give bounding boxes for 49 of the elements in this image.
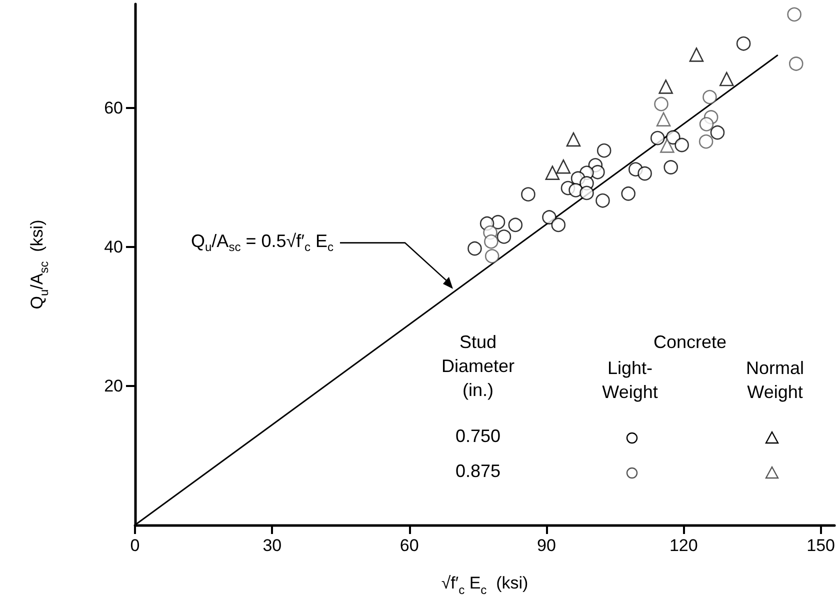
point [556,159,571,174]
point [496,230,512,244]
x-tick-label: 60 [400,536,419,555]
point [674,138,689,152]
annotation: Light- Weight [602,357,658,404]
y-tick-label: 60 [104,98,123,118]
annotation: Concrete [653,331,727,354]
point [638,166,652,181]
point [736,36,751,51]
annotation: 0.875 [455,460,501,483]
annotation: Normal Weight [746,357,804,404]
point [702,90,717,104]
point [710,125,725,140]
y-axis-title: Qu/Asc (ksi) [28,220,51,310]
point [660,138,674,153]
point [699,117,714,132]
point [580,186,594,200]
annotation: 0.750 [455,425,501,448]
point [596,193,610,208]
point [545,166,560,180]
x-tick-label: 0 [130,536,140,555]
y-tick-label: 40 [104,238,123,257]
point [719,72,734,86]
point [484,234,498,249]
point [787,7,802,22]
point [788,56,804,71]
x-tick-label: 150 [806,536,836,555]
point [664,160,678,174]
annotation: Stud Diameter (in.) [441,331,515,402]
point [654,96,668,112]
point [484,249,500,264]
x-tick-label: 30 [262,536,282,555]
point [656,112,671,126]
point [658,80,673,94]
point [689,48,704,62]
point [566,132,581,147]
point [596,143,612,158]
x-tick-label: 90 [537,536,556,555]
x-tick-label: 120 [669,536,698,555]
y-tick-label: 20 [104,376,123,396]
point [698,134,714,149]
point [621,186,636,201]
point [508,218,523,232]
point [650,130,665,146]
annotation: Q$_{u}$/A$_{sc}$ = 0.5√f′$_{c}$ E$_{c}$ [190,230,334,254]
point [468,241,482,256]
point [521,187,536,202]
point [551,218,566,232]
point [542,210,556,224]
